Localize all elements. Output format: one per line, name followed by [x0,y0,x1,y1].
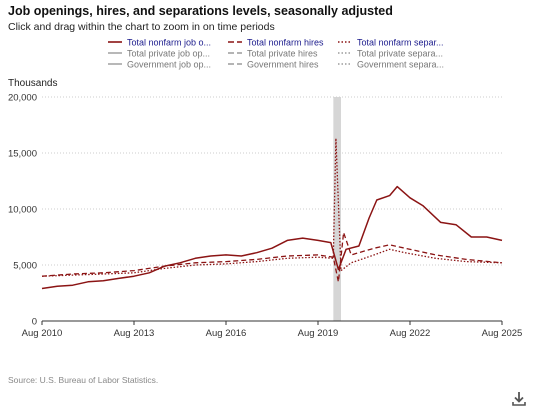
x-tick-label: Aug 2019 [298,328,339,339]
y-tick-label: 5,000 [13,261,37,272]
chart-subtitle: Click and drag within the chart to zoom … [8,21,275,33]
legend-item[interactable]: Total private hires [247,49,318,59]
source-note: Source: U.S. Bureau of Labor Statistics. [8,375,159,385]
series-line-2[interactable] [41,231,503,283]
x-tick-label: Aug 2022 [390,328,431,339]
y-tick-label: 10,000 [8,205,37,216]
legend-item[interactable]: Government job op... [127,60,211,70]
legend-item[interactable]: Total nonfarm separ... [357,38,444,48]
legend-item[interactable]: Total private separa... [357,49,443,59]
y-tick-label: 0 [32,317,37,328]
legend-item[interactable]: Total private job op... [127,49,210,59]
legend-item[interactable]: Total nonfarm hires [247,38,324,48]
y-axis-label: Thousands [8,78,57,89]
y-tick-label: 15,000 [8,149,37,160]
series-line-3[interactable] [41,137,503,277]
y-tick-label: 20,000 [8,93,37,104]
x-tick-label: Aug 2016 [206,328,247,339]
series-line-1[interactable] [41,185,503,290]
legend-item[interactable]: Government hires [247,60,319,70]
chart-title: Job openings, hires, and separations lev… [8,4,393,18]
legend-item[interactable]: Total nonfarm job o... [127,38,211,48]
download-icon[interactable] [510,390,528,408]
recession-shading [333,97,341,321]
x-tick-label: Aug 2010 [22,328,63,339]
legend-item[interactable]: Government separa... [357,60,444,70]
x-tick-label: Aug 2025 [482,328,523,339]
x-tick-label: Aug 2013 [114,328,155,339]
line-chart[interactable]: Total nonfarm job o... Total nonfarm hire… [0,0,534,370]
